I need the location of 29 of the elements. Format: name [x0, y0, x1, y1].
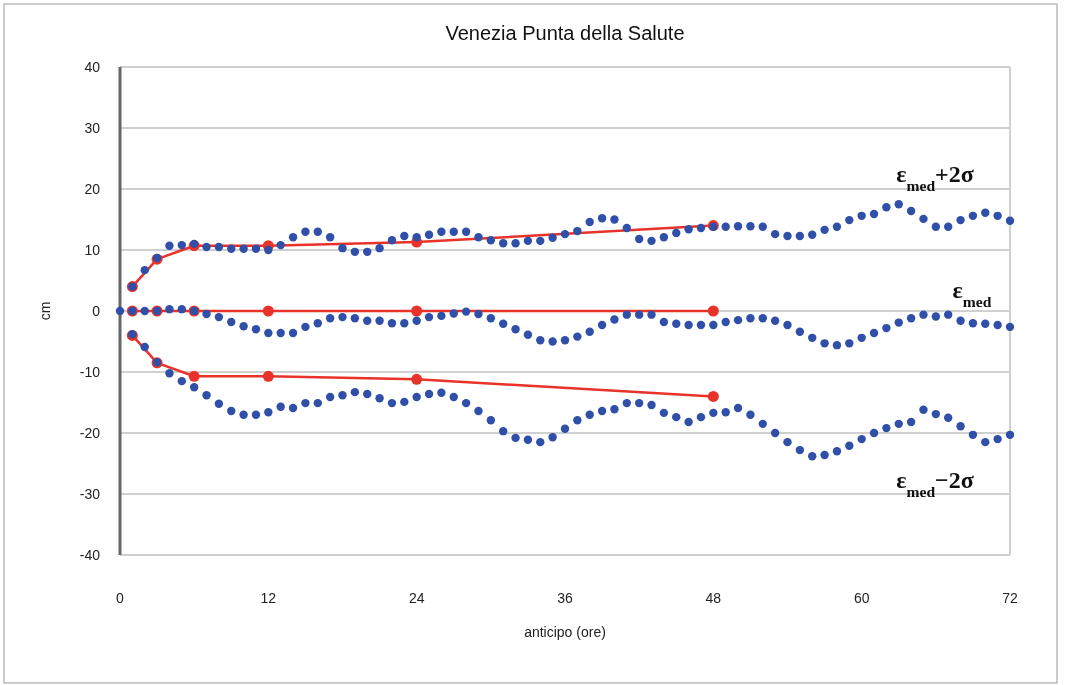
x-tick-label: 48: [705, 590, 722, 606]
y-tick-label: -30: [79, 485, 101, 502]
x-axis-title: anticipo (ore): [524, 624, 606, 640]
y-tick-label: 20: [84, 180, 101, 197]
x-tick-label: 60: [853, 590, 870, 606]
y-tick-label: 30: [84, 119, 101, 136]
point: [262, 370, 274, 382]
annotation: ε$_{med}$+2σ: [896, 161, 974, 195]
y-tick-label: 10: [84, 241, 101, 258]
x-tick-label: 24: [408, 590, 425, 606]
annotation: ε$_{med}$: [952, 277, 992, 311]
x-tick-label: 36: [557, 590, 573, 606]
x-tick-label: 12: [260, 590, 277, 606]
point: [707, 305, 719, 317]
point: [707, 390, 719, 402]
chart-title: Venezia Punta della Salute: [445, 22, 685, 44]
annotation: ε$_{med}$−2σ: [896, 467, 974, 501]
y-tick-label: -10: [79, 363, 101, 380]
y-tick-label: 40: [84, 58, 101, 75]
x-tick-label: 0: [116, 590, 125, 606]
point: [411, 305, 423, 317]
y-axis-title: cm: [37, 301, 53, 321]
y-tick-label: -20: [79, 424, 101, 441]
x-tick-label: 72: [1002, 590, 1018, 606]
point: [262, 305, 274, 317]
point: [411, 373, 423, 385]
y-tick-label: -40: [79, 546, 101, 563]
point: [188, 370, 200, 382]
y-tick-label: 0: [92, 302, 101, 319]
